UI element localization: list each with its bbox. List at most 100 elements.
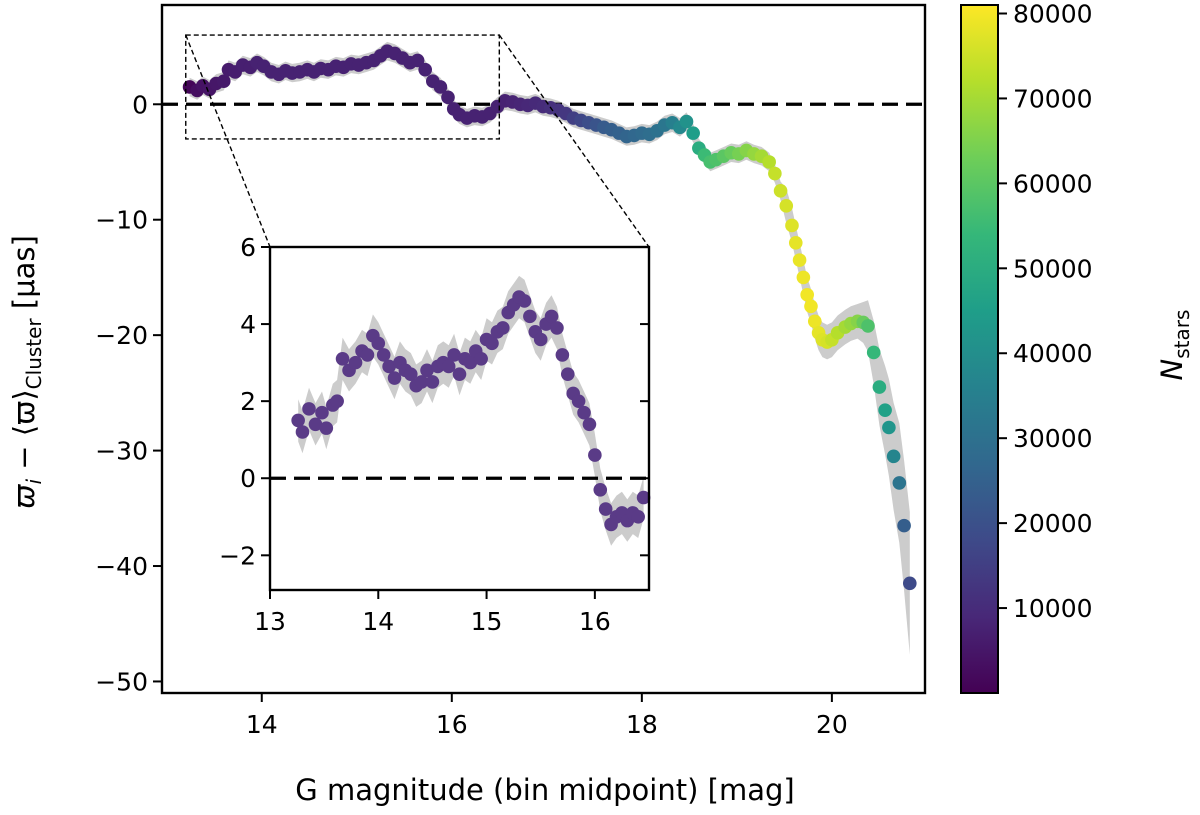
data-point bbox=[686, 126, 700, 140]
inset-data-point bbox=[588, 448, 602, 462]
inset-data-point bbox=[447, 348, 461, 362]
inset-x-tick-label: 15 bbox=[471, 607, 503, 636]
data-point bbox=[433, 80, 448, 94]
data-point bbox=[800, 287, 814, 302]
colorbar-label-sub: stars bbox=[1170, 310, 1194, 359]
colorbar-tick-label: 70000 bbox=[1013, 84, 1093, 113]
data-point bbox=[773, 184, 788, 198]
inset-data-point bbox=[550, 321, 564, 335]
inset-data-point bbox=[420, 363, 434, 378]
data-point bbox=[679, 114, 694, 129]
inset-data-point bbox=[295, 425, 310, 439]
data-point bbox=[872, 380, 887, 394]
zoom-region-box bbox=[185, 34, 501, 140]
inset-data-point bbox=[496, 321, 510, 335]
colorbar-tick-label: 60000 bbox=[1013, 169, 1093, 198]
data-point bbox=[897, 518, 911, 533]
inset-y-tick-label: 4 bbox=[240, 310, 256, 339]
x-tick-label: 16 bbox=[436, 710, 468, 739]
inset-data-point bbox=[387, 371, 402, 385]
inset-data-point bbox=[403, 367, 418, 381]
inset-data-point bbox=[315, 405, 329, 420]
x-tick-label: 14 bbox=[246, 710, 278, 739]
main-data-points bbox=[182, 44, 917, 591]
data-point bbox=[792, 253, 807, 267]
colorbar-tick-label: 20000 bbox=[1013, 509, 1093, 538]
zoom-connector-right bbox=[498, 34, 650, 248]
data-point bbox=[886, 449, 901, 464]
inset-data-point bbox=[330, 394, 344, 408]
inset-data-point bbox=[636, 490, 651, 505]
inset-data-point bbox=[533, 332, 548, 347]
data-point bbox=[882, 420, 896, 435]
data-point bbox=[418, 62, 433, 77]
inset-data-point bbox=[631, 509, 645, 524]
data-point bbox=[441, 90, 455, 105]
inset-data-point bbox=[376, 348, 391, 362]
data-point bbox=[866, 345, 881, 360]
ylabel-sub-cluster: Cluster bbox=[22, 318, 46, 390]
ylabel-varpi: ϖ bbox=[7, 484, 41, 509]
y-tick-label: −30 bbox=[95, 437, 148, 466]
colorbar-tick-label: 10000 bbox=[1013, 594, 1093, 623]
inset-data-point bbox=[517, 294, 532, 308]
y-tick-label: −10 bbox=[95, 206, 148, 235]
data-point bbox=[804, 299, 818, 314]
inset-y-tick-label: 2 bbox=[240, 387, 256, 416]
inset-data-point bbox=[291, 413, 305, 428]
colorbar bbox=[960, 4, 999, 694]
main-y-ticks: 0 −10 −20 −30 −40 −50 bbox=[95, 90, 162, 696]
inset-data-point bbox=[593, 482, 608, 497]
inset-data-point bbox=[348, 355, 363, 370]
y-tick-label: −20 bbox=[95, 321, 148, 350]
inset-x-tick-label: 13 bbox=[254, 607, 286, 636]
inset-y-tick-label: 0 bbox=[240, 464, 256, 493]
inset-data-points bbox=[291, 290, 651, 532]
data-point bbox=[878, 403, 892, 417]
inset-data-point bbox=[360, 348, 375, 362]
colorbar-tick-label: 30000 bbox=[1013, 424, 1093, 453]
inset-data-point bbox=[582, 417, 597, 432]
data-point bbox=[762, 155, 776, 169]
data-point bbox=[779, 199, 794, 213]
inset-data-point bbox=[371, 336, 386, 351]
data-point bbox=[892, 476, 907, 490]
main-x-axis-label: G magnitude (bin midpoint) [mag] bbox=[295, 773, 794, 807]
inset-data-point bbox=[598, 502, 613, 516]
colorbar-label: Nstars bbox=[1155, 310, 1194, 381]
inset-data-point bbox=[463, 355, 478, 370]
colorbar-label-n: N bbox=[1155, 359, 1189, 381]
inset-y-ticks: −2 0 2 4 6 bbox=[219, 233, 649, 570]
inset-x-tick-label: 14 bbox=[362, 607, 394, 636]
inset-data-point bbox=[425, 375, 440, 389]
y-tick-label: −50 bbox=[95, 667, 148, 696]
inset-data-point bbox=[474, 351, 488, 366]
main-x-ticks: 14 16 18 20 bbox=[246, 693, 848, 739]
colorbar-tick-label: 40000 bbox=[1013, 339, 1093, 368]
inset-data-point bbox=[544, 309, 559, 324]
inset-data-point bbox=[452, 367, 467, 381]
inset-data-point bbox=[382, 359, 396, 374]
inset-data-point bbox=[485, 336, 499, 351]
data-point bbox=[796, 270, 811, 285]
inset-data-point bbox=[308, 417, 323, 432]
inset-y-tick-label: 6 bbox=[240, 233, 256, 262]
inset-data-point bbox=[441, 359, 456, 374]
inset-plot-frame bbox=[268, 245, 651, 592]
inset-data-point bbox=[560, 367, 575, 381]
inset-x-tick-label: 16 bbox=[579, 607, 611, 636]
x-tick-label: 18 bbox=[626, 710, 658, 739]
colorbar-tick-label: 80000 bbox=[1013, 0, 1093, 28]
inset-data-point bbox=[523, 309, 537, 324]
inset-data-point bbox=[302, 402, 316, 416]
data-point bbox=[788, 235, 803, 250]
main-y-axis-label: ϖi − ⟨ϖ⟩Cluster [μas] bbox=[7, 235, 46, 509]
ylabel-mid: − ⟨ϖ⟩ bbox=[7, 389, 41, 479]
colorbar-tick-label: 50000 bbox=[1013, 254, 1093, 283]
ylabel-sub-i: i bbox=[22, 479, 46, 485]
ylabel-units: [μas] bbox=[7, 235, 41, 318]
data-point bbox=[785, 218, 799, 233]
inset-data-point bbox=[577, 405, 591, 420]
